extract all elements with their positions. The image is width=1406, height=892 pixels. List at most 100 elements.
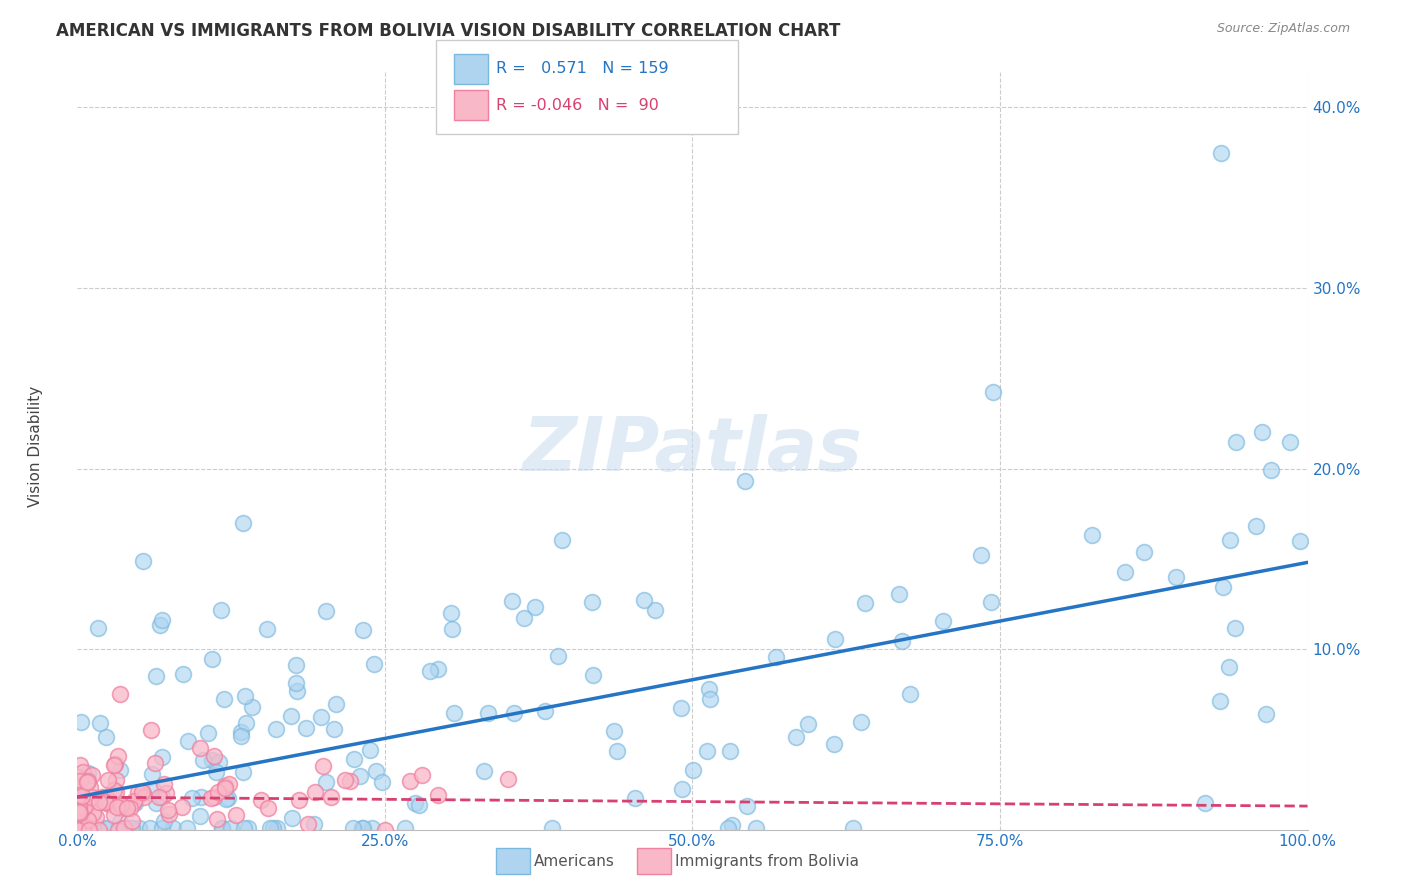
Point: [121, 821, 143, 835]
Point: [127, 785, 149, 799]
Point: [177, 734, 200, 748]
Point: [256, 622, 278, 636]
Point: [94, 789, 117, 804]
Point: [67, 789, 90, 804]
Point: [69, 805, 91, 820]
Point: [374, 822, 396, 837]
Point: [524, 600, 547, 615]
Point: [285, 684, 308, 698]
Point: [67, 814, 90, 829]
Point: [121, 814, 143, 829]
Point: [699, 682, 721, 697]
Point: [361, 821, 384, 835]
Point: [582, 668, 605, 682]
Point: [145, 669, 167, 683]
Point: [153, 814, 176, 828]
Point: [108, 814, 131, 829]
Point: [150, 613, 173, 627]
Point: [120, 800, 142, 814]
Point: [1081, 528, 1104, 542]
Point: [94, 795, 117, 809]
Text: Americans: Americans: [534, 855, 616, 869]
Point: [201, 753, 224, 767]
Point: [76, 775, 98, 789]
Point: [72, 789, 94, 803]
Text: Immigrants from Bolivia: Immigrants from Bolivia: [675, 855, 859, 869]
Point: [214, 779, 236, 793]
Point: [1279, 434, 1302, 449]
Point: [1260, 462, 1282, 476]
Point: [211, 821, 233, 835]
Point: [143, 756, 166, 770]
Point: [734, 475, 756, 489]
Point: [153, 777, 176, 791]
Point: [72, 764, 94, 779]
Point: [105, 800, 128, 814]
Point: [281, 811, 304, 825]
Point: [89, 795, 111, 809]
Point: [172, 667, 194, 681]
Point: [150, 789, 173, 804]
Point: [120, 821, 142, 835]
Point: [214, 692, 236, 706]
Point: [157, 807, 180, 822]
Point: [981, 385, 1004, 400]
Point: [669, 701, 692, 715]
Point: [77, 773, 100, 788]
Point: [82, 805, 104, 820]
Point: [82, 821, 104, 835]
Point: [77, 766, 100, 780]
Point: [1219, 533, 1241, 548]
Point: [309, 710, 332, 724]
Point: [1114, 566, 1136, 580]
Point: [132, 786, 155, 800]
Point: [149, 617, 172, 632]
Point: [363, 657, 385, 671]
Point: [107, 749, 129, 764]
Point: [352, 821, 374, 835]
Point: [209, 603, 232, 617]
Point: [312, 759, 335, 773]
Point: [1250, 425, 1272, 439]
Point: [217, 791, 239, 805]
Point: [232, 516, 254, 530]
Point: [841, 821, 863, 835]
Point: [1212, 580, 1234, 594]
Point: [785, 731, 807, 745]
Point: [215, 792, 238, 806]
Point: [69, 758, 91, 772]
Point: [148, 789, 170, 804]
Point: [141, 767, 163, 781]
Point: [162, 821, 184, 835]
Point: [103, 783, 125, 797]
Text: R = -0.046   N =  90: R = -0.046 N = 90: [496, 98, 659, 112]
Point: [288, 793, 311, 807]
Point: [440, 606, 463, 620]
Point: [644, 603, 666, 617]
Point: [110, 687, 132, 701]
Point: [238, 821, 260, 835]
Point: [823, 737, 845, 751]
Point: [89, 715, 111, 730]
Point: [93, 795, 115, 809]
Point: [1194, 796, 1216, 810]
Point: [1211, 145, 1233, 160]
Point: [150, 749, 173, 764]
Point: [501, 594, 523, 608]
Point: [70, 822, 93, 836]
Point: [824, 632, 846, 646]
Point: [696, 744, 718, 758]
Point: [285, 657, 308, 672]
Point: [426, 662, 449, 676]
Point: [932, 614, 955, 628]
Point: [1132, 545, 1154, 559]
Point: [93, 821, 115, 835]
Point: [66, 800, 89, 814]
Point: [190, 789, 212, 804]
Point: [737, 799, 759, 814]
Point: [172, 799, 194, 814]
Point: [79, 780, 101, 795]
Point: [970, 548, 993, 562]
Point: [69, 793, 91, 807]
Point: [394, 821, 416, 835]
